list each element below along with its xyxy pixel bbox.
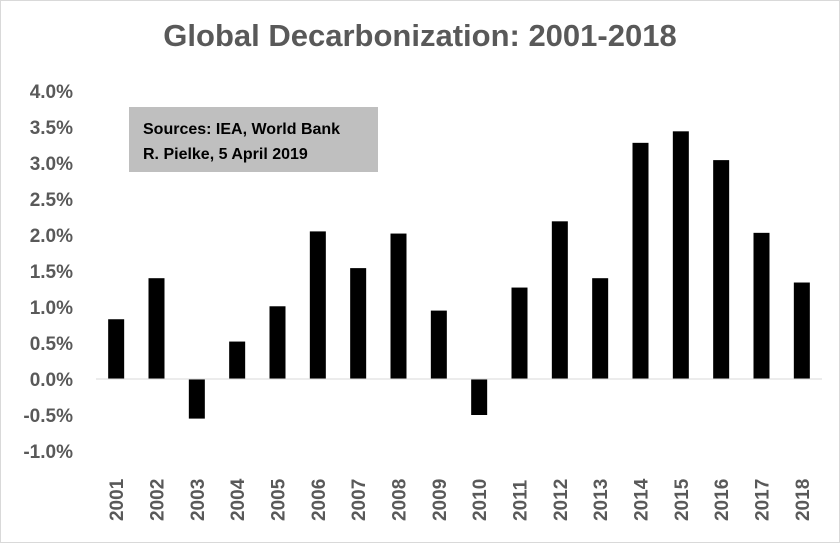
bar [390,233,407,379]
bar [672,131,689,379]
x-tick-label: 2013 [591,479,612,521]
chart-title: Global Decarbonization: 2001-2018 [163,18,677,53]
x-tick-label: 2008 [390,479,411,521]
x-tick-label: 2004 [228,478,249,521]
y-tick-label: -1.0% [23,442,73,463]
x-tick-label: 2002 [148,479,169,521]
bar [793,282,810,379]
bar [551,221,568,379]
author-line: R. Pielke, 5 April 2019 [143,146,308,163]
y-tick-label: -0.5% [23,406,73,427]
y-tick-label: 2.5% [30,190,73,211]
bar [350,268,367,379]
bar [188,379,205,419]
x-tick-label: 2018 [793,479,814,521]
sources-note: Sources: IEA, World Bank R. Pielke, 5 Ap… [129,107,378,172]
y-tick-label: 1.0% [30,298,73,319]
bar [511,287,528,379]
y-tick-label: 2.0% [30,226,73,247]
x-tick-label: 2014 [632,478,653,521]
bar [713,160,730,379]
x-tick-label: 2006 [309,479,330,521]
x-axis-ticks: 2001 2002 2003 2004 2005 2006 2007 2008 2009 2010… [107,478,814,521]
y-tick-label: 0.5% [30,334,73,355]
bar [471,379,488,415]
x-tick-label: 2010 [470,479,491,521]
sources-line: Sources: IEA, World Bank [143,121,341,138]
x-tick-label: 2012 [551,479,572,521]
bar [229,341,246,379]
x-tick-label: 2015 [672,478,693,521]
y-tick-label: 1.5% [30,262,73,283]
x-tick-label: 2003 [188,479,209,521]
bar [269,306,286,379]
bar [309,231,326,379]
x-tick-label: 2007 [349,479,370,521]
bar [753,232,770,379]
y-tick-label: 3.0% [30,154,73,175]
bar [592,278,609,379]
y-tick-label: 3.5% [30,118,73,139]
y-tick-label: 0.0% [30,370,73,391]
bar [632,142,649,379]
bars [108,131,810,419]
x-tick-label: 2001 [107,478,128,521]
y-tick-label: 4.0% [30,82,73,103]
x-tick-label: 2016 [712,479,733,521]
x-tick-label: 2009 [430,479,451,521]
y-axis-ticks: -1.0% -0.5% 0.0% 0.5% 1.0% 1.5% 2.0% 2.5% 3.0% 3.… [23,82,73,463]
bar [108,319,125,379]
x-tick-label: 2011 [511,479,532,521]
x-tick-label: 2017 [753,479,774,521]
bar [148,278,165,379]
x-tick-label: 2005 [269,478,290,521]
bar [430,310,447,379]
